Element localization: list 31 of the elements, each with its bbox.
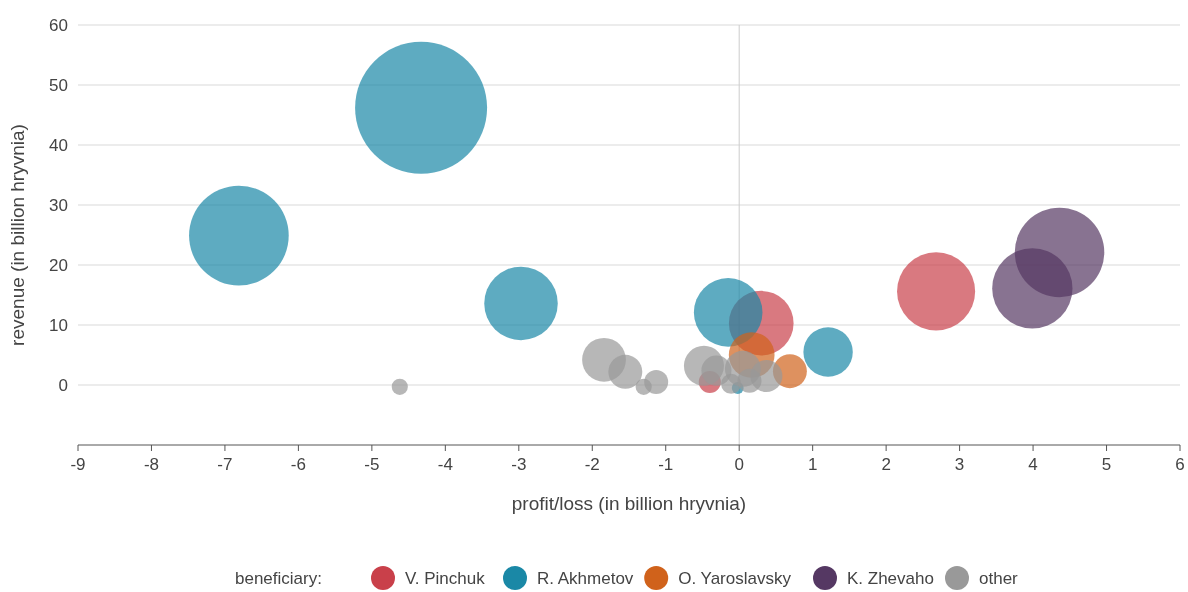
x-tick-label: 1 [807, 455, 818, 474]
y-tick-label: 60 [49, 16, 68, 35]
y-tick-label: 50 [49, 76, 68, 95]
legend-label: R. Akhmetov [537, 569, 634, 588]
x-tick-label: 3 [954, 455, 965, 474]
x-tick-label: -5 [364, 455, 380, 474]
legend-label: other [979, 569, 1019, 588]
x-tick-label: 2 [881, 455, 891, 474]
x-tick-label: -9 [70, 455, 86, 474]
y-axis-title: revenue (in billion hryvnia) [7, 124, 28, 346]
x-axis-title: profit/loss (in billion hryvnia) [511, 493, 747, 514]
legend-label: V. Pinchuk [405, 569, 486, 588]
x-tick-label: 6 [1175, 455, 1185, 474]
y-tick-label: 40 [49, 136, 68, 155]
x-tick-label: -1 [658, 455, 674, 474]
legend-label: K. Zhevaho [847, 569, 934, 588]
y-tick-label: 30 [49, 196, 68, 215]
x-tick-label: -6 [290, 455, 306, 474]
y-tick-label: 20 [49, 256, 68, 275]
x-tick-label: -4 [437, 455, 453, 474]
x-tick-label: -7 [217, 455, 233, 474]
y-tick-label: 0 [58, 376, 68, 395]
x-tick-label: 0 [734, 455, 744, 474]
x-tick-label: -8 [143, 455, 160, 474]
legend-label: O. Yaroslavsky [678, 569, 792, 588]
x-tick-label: -2 [584, 455, 600, 474]
x-tick-label: 5 [1101, 455, 1112, 474]
y-tick-label: 10 [49, 316, 68, 335]
x-tick-label: -3 [511, 455, 527, 474]
x-tick-label: 4 [1028, 455, 1038, 474]
legend-title: beneficiary: [235, 569, 322, 588]
